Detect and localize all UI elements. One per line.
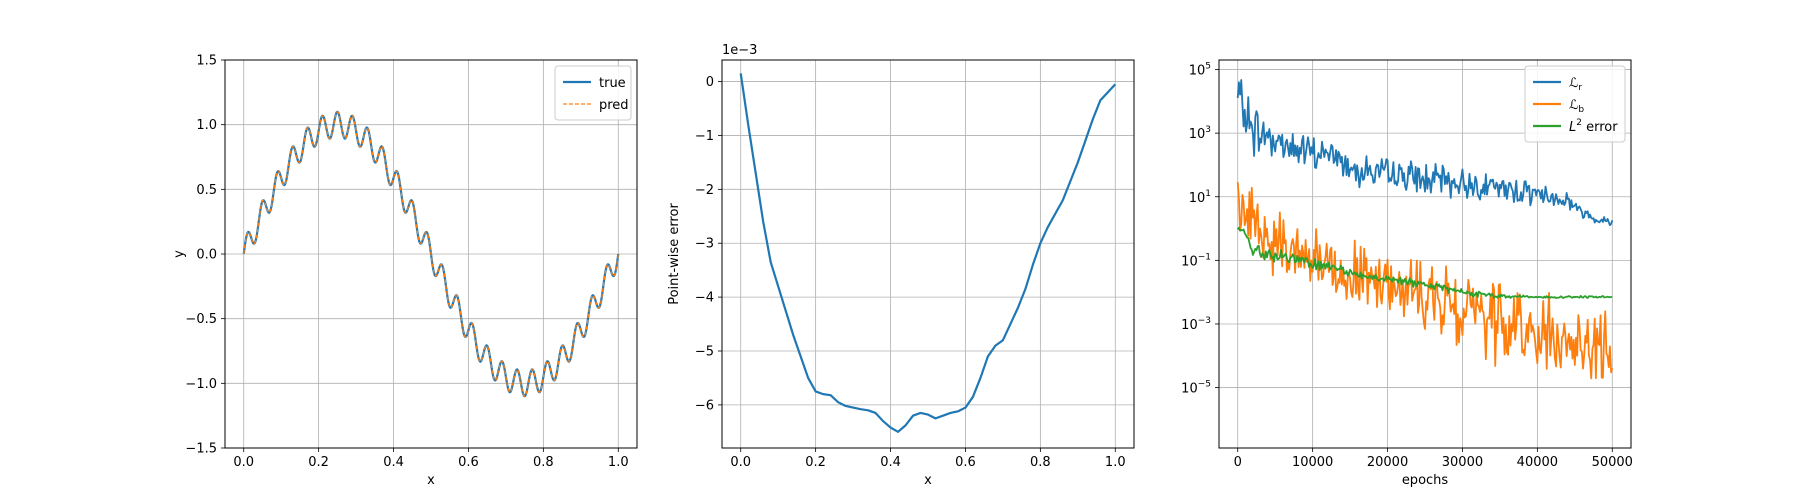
x-tick-label: 0.6 bbox=[458, 455, 479, 470]
y-tick-label: −2 bbox=[695, 183, 714, 198]
panel-2-y-label: Point-wise error bbox=[667, 203, 682, 305]
x-tick-label: 40000 bbox=[1517, 455, 1558, 470]
y-tick-label: −5 bbox=[695, 345, 714, 360]
panel-3-legend-lr-label: ℒr bbox=[1569, 76, 1582, 93]
panel-2-axes-frame bbox=[721, 59, 1135, 449]
series-line-1 bbox=[1236, 182, 1614, 380]
x-tick-label: 0.0 bbox=[233, 455, 254, 470]
panel-3-y-ticks: 105 103 101 10−1 10−3 10−5 bbox=[1181, 62, 1219, 397]
panel-3-legend: ℒr ℒb L2 error bbox=[1524, 65, 1626, 143]
y-tick-label: −6 bbox=[695, 398, 714, 413]
panel-3-series bbox=[1236, 79, 1614, 380]
y-tick-label: −1 bbox=[695, 129, 714, 144]
panel-2-x-ticks: 0.0 0.2 0.4 0.6 0.8 1.0 bbox=[730, 448, 1126, 470]
y-tick-label: 10−3 bbox=[1181, 316, 1211, 333]
panel-1-y-label: y bbox=[172, 250, 187, 258]
y-tick-label: −1.5 bbox=[185, 442, 217, 457]
x-tick-label: 0.4 bbox=[880, 455, 901, 470]
panel-1-x-ticks: 0.0 0.2 0.4 0.6 0.8 1.0 bbox=[233, 448, 629, 470]
y-tick-label: −3 bbox=[695, 237, 714, 252]
y-tick-label: −1.0 bbox=[185, 377, 217, 392]
y-tick-label: 105 bbox=[1189, 62, 1211, 79]
panel-1-true-vs-pred: 0.0 0.2 0.4 0.6 0.8 1.0 −1.5 −1.0 −0.5 0.0 0.5 1.0… bbox=[172, 54, 638, 488]
x-tick-label: 10000 bbox=[1292, 455, 1333, 470]
panel-3-x-label: epochs bbox=[1402, 473, 1449, 488]
panel-1-legend-pred-label: pred bbox=[599, 98, 629, 113]
panel-1-legend-true-label: true bbox=[599, 76, 626, 91]
panel-1-y-ticks: −1.5 −1.0 −0.5 0.0 0.5 1.0 1.5 bbox=[185, 54, 225, 457]
x-tick-label: 0.0 bbox=[730, 455, 751, 470]
panel-2-y-ticks: 0 −1 −2 −3 −4 −5 −6 bbox=[695, 75, 722, 413]
series-line-0 bbox=[739, 73, 1117, 433]
panel-1-legend-box bbox=[554, 65, 632, 121]
x-tick-label: 0.8 bbox=[533, 455, 554, 470]
series-line-1 bbox=[243, 111, 619, 397]
y-tick-label: 1.5 bbox=[196, 54, 217, 69]
y-tick-label: 103 bbox=[1189, 125, 1211, 142]
panel-2-pointwise-error: 0.0 0.2 0.4 0.6 0.8 1.0 0 −1 −2 −3 −4 −5 −6 x Point… bbox=[667, 43, 1135, 488]
y-tick-label: −4 bbox=[695, 291, 714, 306]
y-tick-label: −0.5 bbox=[185, 312, 217, 327]
x-tick-label: 0.6 bbox=[955, 455, 976, 470]
series-line-2 bbox=[1236, 226, 1613, 299]
y-tick-label: 0.0 bbox=[196, 248, 217, 263]
x-tick-label: 0 bbox=[1234, 455, 1242, 470]
panel-2-y-multiplier: 1e−3 bbox=[722, 43, 757, 58]
x-tick-label: 0.2 bbox=[805, 455, 826, 470]
x-tick-label: 0.4 bbox=[383, 455, 404, 470]
x-tick-label: 50000 bbox=[1592, 455, 1633, 470]
panel-3-legend-l2-label: L2 error bbox=[1569, 118, 1618, 135]
panel-3-x-ticks: 0 10000 20000 30000 40000 50000 bbox=[1234, 448, 1633, 470]
x-tick-label: 0.2 bbox=[308, 455, 329, 470]
panel-3-axes-frame bbox=[1218, 59, 1632, 449]
y-tick-label: 10−1 bbox=[1181, 252, 1211, 269]
x-tick-label: 30000 bbox=[1442, 455, 1483, 470]
x-tick-label: 20000 bbox=[1367, 455, 1408, 470]
y-tick-label: 101 bbox=[1189, 189, 1211, 206]
y-tick-label: 10−5 bbox=[1181, 380, 1211, 397]
y-tick-label: 0.5 bbox=[196, 183, 217, 198]
panel-1-x-label: x bbox=[427, 473, 435, 488]
panel-3-legend-box bbox=[1524, 65, 1626, 143]
x-tick-label: 1.0 bbox=[608, 455, 629, 470]
panel-2-series bbox=[739, 73, 1117, 433]
series-line-0 bbox=[1236, 79, 1614, 227]
x-tick-label: 1.0 bbox=[1105, 455, 1126, 470]
panel-1-legend: true pred bbox=[554, 65, 632, 121]
panel-2-x-label: x bbox=[924, 473, 932, 488]
panel-3-training-losses: 0 10000 20000 30000 40000 50000 105 103 101 10−1… bbox=[1181, 59, 1633, 488]
y-tick-label: 0 bbox=[706, 75, 714, 90]
panel-3-legend-lb-label: ℒb bbox=[1569, 98, 1584, 115]
panel-1-axes-frame bbox=[224, 59, 638, 449]
panel-2-grid bbox=[722, 60, 1134, 448]
panel-1-series bbox=[242, 110, 620, 398]
x-tick-label: 0.8 bbox=[1030, 455, 1051, 470]
y-tick-label: 1.0 bbox=[196, 118, 217, 133]
